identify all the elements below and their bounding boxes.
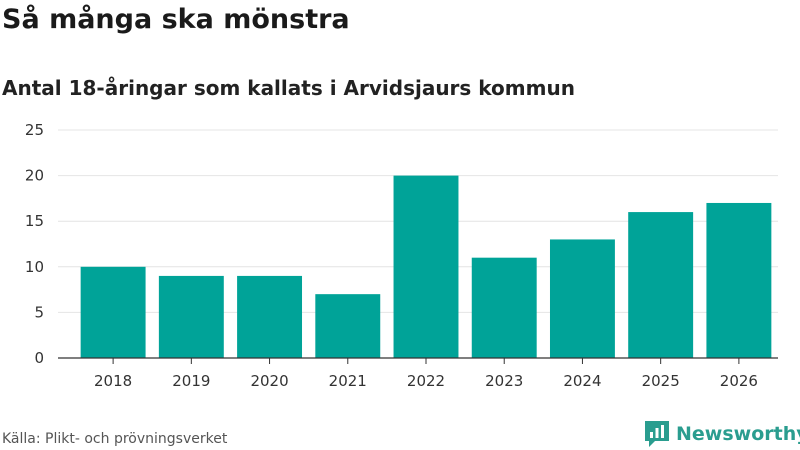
source-note: Källa: Plikt- och prövningsverket xyxy=(2,431,228,447)
x-tick-label: 2023 xyxy=(485,372,523,390)
x-tick-label: 2021 xyxy=(329,372,367,390)
bar xyxy=(158,275,224,358)
chart-title: Så många ska mönstra xyxy=(2,4,350,35)
bar xyxy=(471,257,537,358)
bar xyxy=(237,275,303,358)
bar xyxy=(628,212,694,358)
bar xyxy=(315,294,381,358)
y-tick-label: 5 xyxy=(34,303,44,321)
newsworthy-icon xyxy=(645,421,669,447)
x-tick-label: 2019 xyxy=(172,372,210,390)
brand-name: Newsworthy xyxy=(676,423,800,445)
chart-subtitle: Antal 18-åringar som kallats i Arvidsjau… xyxy=(2,76,575,100)
x-tick-label: 2018 xyxy=(94,372,132,390)
y-tick-label: 0 xyxy=(34,349,44,367)
y-tick-label: 15 xyxy=(25,212,44,230)
x-tick-label: 2026 xyxy=(720,372,758,390)
bar xyxy=(549,239,615,358)
x-tick-label: 2025 xyxy=(642,372,680,390)
x-tick-label: 2024 xyxy=(563,372,601,390)
brand-logo: Newsworthy xyxy=(644,420,800,448)
x-tick-label: 2022 xyxy=(407,372,445,390)
x-tick-label: 2020 xyxy=(250,372,288,390)
bar xyxy=(393,175,459,358)
y-tick-label: 25 xyxy=(25,121,44,139)
bar xyxy=(706,202,772,358)
y-tick-label: 10 xyxy=(25,258,44,276)
y-tick-label: 20 xyxy=(25,167,44,185)
bar xyxy=(80,266,146,358)
